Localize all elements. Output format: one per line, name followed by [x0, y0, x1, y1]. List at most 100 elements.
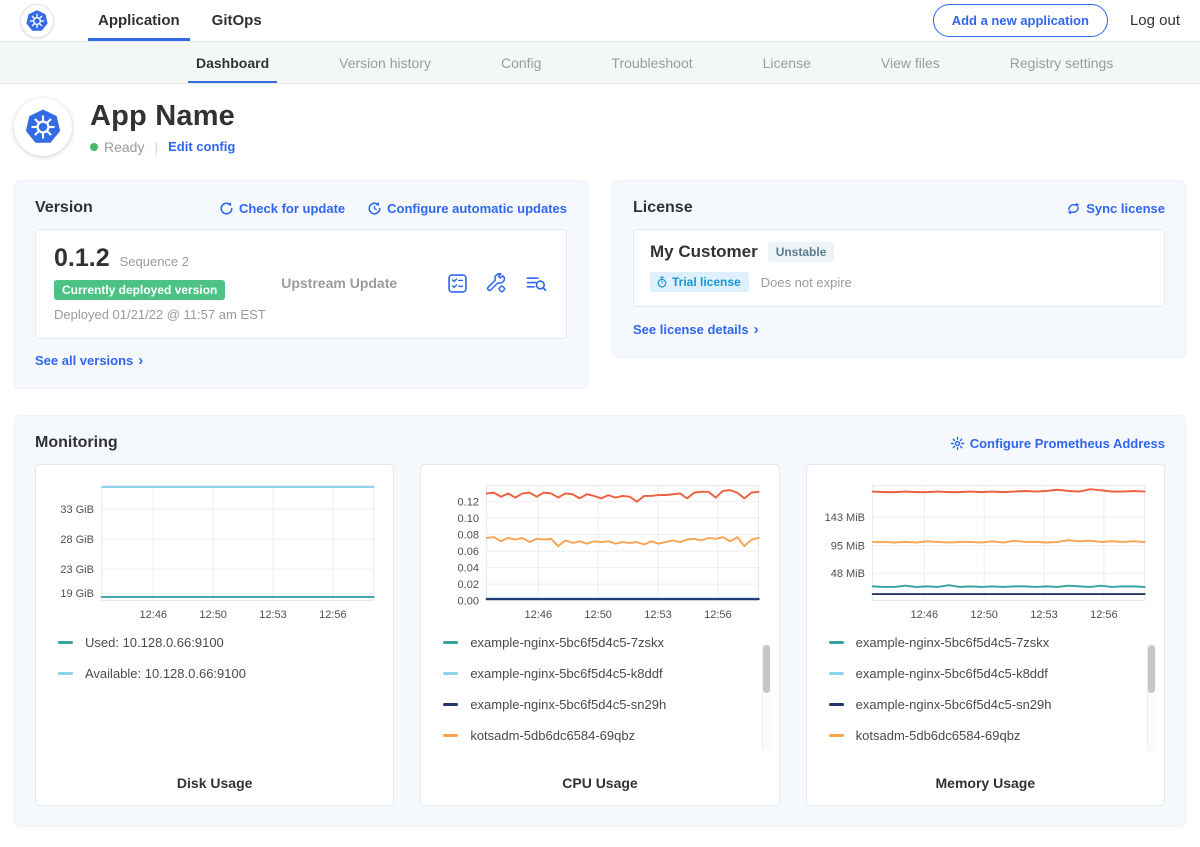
gear-icon — [950, 436, 965, 451]
version-sequence: Sequence 2 — [120, 254, 189, 269]
legend-label: example-nginx-5bc6f5d4c5-sn29h — [470, 697, 666, 712]
legend-label: example-nginx-5bc6f5d4c5-k8ddf — [856, 666, 1048, 681]
legend-color-dash — [443, 672, 458, 675]
legend-color-dash — [829, 734, 844, 737]
svg-text:143 MiB: 143 MiB — [824, 512, 864, 524]
cpu-usage-chart: 0.120.100.080.060.040.020.0012:4612:5012… — [433, 477, 766, 625]
link-label: Configure Prometheus Address — [970, 436, 1165, 451]
legend-item: example-nginx-5bc6f5d4c5-sn29h — [443, 697, 760, 712]
legend-color-dash — [58, 672, 73, 675]
version-number: 0.1.2 — [54, 244, 110, 273]
link-label: Configure automatic updates — [387, 201, 567, 216]
scrollbar-thumb[interactable] — [763, 645, 770, 693]
tab-view-files[interactable]: View files — [873, 42, 948, 83]
svg-text:12:50: 12:50 — [199, 609, 227, 621]
channel-badge: Unstable — [768, 242, 835, 262]
see-license-details-link[interactable]: See license details › — [633, 322, 759, 337]
tab-label: View files — [881, 55, 940, 71]
legend-color-dash — [829, 641, 844, 644]
see-all-versions-link[interactable]: See all versions › — [35, 353, 143, 368]
svg-text:12:56: 12:56 — [1090, 609, 1118, 621]
deploy-logs-button[interactable] — [524, 272, 548, 295]
legend-label: example-nginx-5bc6f5d4c5-7zskx — [856, 635, 1050, 650]
configure-automatic-updates-link[interactable]: Configure automatic updates — [367, 201, 567, 216]
tab-registry-settings[interactable]: Registry settings — [1002, 42, 1121, 83]
svg-text:12:56: 12:56 — [319, 609, 347, 621]
edit-config-button[interactable] — [485, 272, 508, 295]
svg-text:33 GiB: 33 GiB — [60, 504, 94, 516]
legend-label: example-nginx-5bc6f5d4c5-sn29h — [856, 697, 1052, 712]
disk-usage-panel: 33 GiB28 GiB23 GiB19 GiB12:4612:5012:531… — [35, 464, 394, 806]
tab-config[interactable]: Config — [493, 42, 549, 83]
chevron-right-icon: › — [138, 353, 143, 368]
license-expiry: Does not expire — [761, 275, 852, 290]
tab-label: Dashboard — [196, 55, 269, 71]
tab-troubleshoot[interactable]: Troubleshoot — [603, 42, 700, 83]
scrollbar-thumb[interactable] — [1148, 645, 1155, 693]
chevron-right-icon: › — [754, 322, 759, 337]
svg-text:19 GiB: 19 GiB — [60, 588, 94, 600]
svg-text:12:46: 12:46 — [140, 609, 168, 621]
sync-license-link[interactable]: Sync license — [1066, 201, 1165, 216]
stopwatch-icon — [656, 276, 668, 288]
svg-text:95 MiB: 95 MiB — [830, 540, 864, 552]
svg-text:0.04: 0.04 — [458, 562, 479, 574]
chart-title: Memory Usage — [819, 765, 1152, 791]
chart-title: CPU Usage — [433, 765, 766, 791]
svg-text:0.08: 0.08 — [458, 529, 479, 541]
legend-label: kotsadm-5db6dc6584-69qbz — [470, 728, 635, 743]
deployed-badge: Currently deployed version — [54, 280, 225, 300]
tab-dashboard[interactable]: Dashboard — [188, 42, 277, 83]
tab-label: Registry settings — [1010, 55, 1113, 71]
kubernetes-icon — [22, 106, 64, 148]
app-logo — [14, 98, 72, 156]
license-card: License Sync license My Custo — [612, 180, 1186, 358]
app-tabs: Dashboard Version history Config Trouble… — [0, 42, 1200, 84]
svg-text:12:46: 12:46 — [525, 609, 553, 621]
legend-color-dash — [443, 703, 458, 706]
legend-item: kotsadm-5db6dc6584-69qbz — [829, 728, 1146, 743]
legend-item: example-nginx-5bc6f5d4c5-sn29h — [829, 697, 1146, 712]
nav-item-gitops[interactable]: GitOps — [196, 0, 278, 41]
cpu-usage-panel: 0.120.100.080.060.040.020.0012:4612:5012… — [420, 464, 779, 806]
top-navigation: Application GitOps Add a new application… — [0, 0, 1200, 42]
brand-logo[interactable] — [20, 0, 54, 41]
app-header: App Name Ready | Edit config — [0, 84, 1200, 172]
version-card: Version Check for update — [14, 180, 588, 389]
svg-text:12:53: 12:53 — [1030, 609, 1058, 621]
check-for-update-link[interactable]: Check for update — [219, 201, 345, 216]
legend-color-dash — [829, 672, 844, 675]
legend-item: Used: 10.128.0.66:9100 — [58, 635, 375, 650]
add-application-button[interactable]: Add a new application — [933, 4, 1108, 37]
legend-color-dash — [443, 734, 458, 737]
logout-button[interactable]: Log out — [1130, 0, 1180, 41]
logs-search-icon — [524, 272, 548, 295]
svg-text:12:46: 12:46 — [910, 609, 938, 621]
svg-text:12:53: 12:53 — [645, 609, 673, 621]
chart-title: Disk Usage — [48, 765, 381, 791]
license-card-title: License — [633, 199, 693, 217]
svg-text:12:50: 12:50 — [585, 609, 613, 621]
memory-usage-panel: 143 MiB95 MiB48 MiB12:4612:5012:5312:56 … — [806, 464, 1165, 806]
tab-label: License — [763, 55, 811, 71]
link-label: Check for update — [239, 201, 345, 216]
page-title: App Name — [90, 100, 235, 133]
tab-license[interactable]: License — [755, 42, 819, 83]
configure-prometheus-link[interactable]: Configure Prometheus Address — [950, 436, 1165, 451]
legend-label: kotsadm-5db6dc6584-69qbz — [856, 728, 1021, 743]
trial-license-badge: Trial license — [650, 272, 749, 292]
divider: | — [154, 139, 158, 155]
chart-legend: Used: 10.128.0.66:9100 Available: 10.128.… — [48, 625, 381, 766]
preflight-checks-button[interactable] — [446, 272, 469, 295]
edit-config-link[interactable]: Edit config — [168, 139, 235, 154]
dashboard-content: Version Check for update — [0, 172, 1200, 847]
nav-item-application[interactable]: Application — [82, 0, 196, 41]
legend-item: Available: 10.128.0.66:9100 — [58, 666, 375, 681]
legend-label: example-nginx-5bc6f5d4c5-7zskx — [470, 635, 664, 650]
legend-item: example-nginx-5bc6f5d4c5-k8ddf — [443, 666, 760, 681]
svg-text:12:50: 12:50 — [970, 609, 998, 621]
tab-version-history[interactable]: Version history — [331, 42, 439, 83]
kubernetes-icon — [24, 8, 50, 34]
tab-label: Troubleshoot — [611, 55, 692, 71]
nav-item-label: GitOps — [212, 12, 262, 29]
